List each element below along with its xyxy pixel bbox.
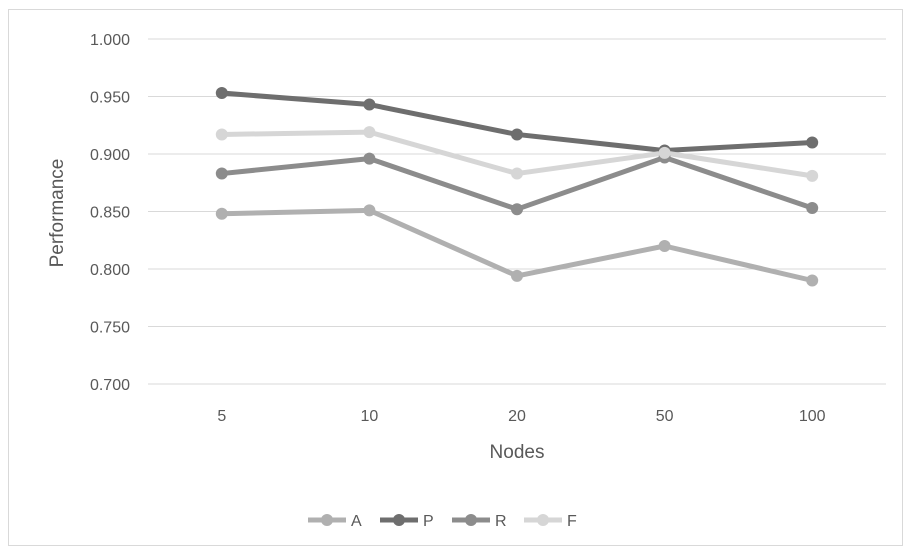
legend-label: A — [351, 513, 362, 530]
data-point-A — [658, 240, 671, 252]
legend-label: P — [423, 513, 434, 530]
legend-label: R — [495, 513, 507, 530]
data-point-P — [215, 87, 228, 100]
x-tick-label: 50 — [656, 408, 674, 425]
y-tick-label: 0.700 — [90, 377, 130, 394]
data-point-P — [511, 128, 523, 141]
legend-swatch-marker — [537, 514, 549, 526]
y-tick-label: 0.950 — [90, 90, 130, 107]
y-tick-label: 1.000 — [90, 32, 130, 49]
y-tick-label: 0.750 — [90, 320, 130, 337]
data-point-A — [363, 204, 376, 217]
data-point-P — [806, 136, 819, 149]
data-point-P — [363, 98, 376, 111]
data-point-R — [511, 203, 523, 216]
y-tick-label: 0.800 — [90, 262, 130, 279]
data-point-R — [363, 152, 376, 165]
data-point-F — [658, 146, 671, 159]
data-point-F — [363, 126, 376, 139]
data-point-F — [806, 169, 819, 182]
data-point-A — [511, 269, 523, 282]
data-point-F — [511, 167, 523, 180]
data-point-F — [215, 128, 228, 141]
x-tick-label: 5 — [217, 408, 226, 425]
series-points — [215, 87, 819, 287]
data-point-A — [215, 207, 228, 220]
y-tick-labels: 0.700 0.750 0.800 0.850 0.900 0.950 1.000 — [90, 32, 130, 394]
y-tick-label: 0.850 — [90, 205, 130, 222]
x-tick-label: 20 — [508, 408, 526, 425]
chart-frame — [8, 9, 903, 546]
data-point-R — [806, 202, 819, 215]
x-tick-labels: 5 10 20 50 100 — [217, 408, 825, 425]
series-lines — [219, 90, 815, 283]
series-line-R — [219, 154, 815, 212]
y-axis-title: Performance — [47, 159, 68, 268]
legend-swatch-marker — [321, 514, 333, 526]
legend-swatch-marker — [393, 514, 405, 526]
x-axis-title: Nodes — [490, 442, 545, 463]
legend-label: F — [567, 513, 577, 530]
y-tick-label: 0.900 — [90, 147, 130, 164]
x-tick-label: 100 — [799, 408, 826, 425]
gridlines — [148, 38, 886, 385]
series-line-P — [219, 90, 815, 154]
data-point-A — [806, 274, 819, 287]
data-point-R — [215, 167, 228, 180]
x-tick-label: 10 — [361, 408, 379, 425]
legend-swatch-marker — [465, 514, 477, 526]
